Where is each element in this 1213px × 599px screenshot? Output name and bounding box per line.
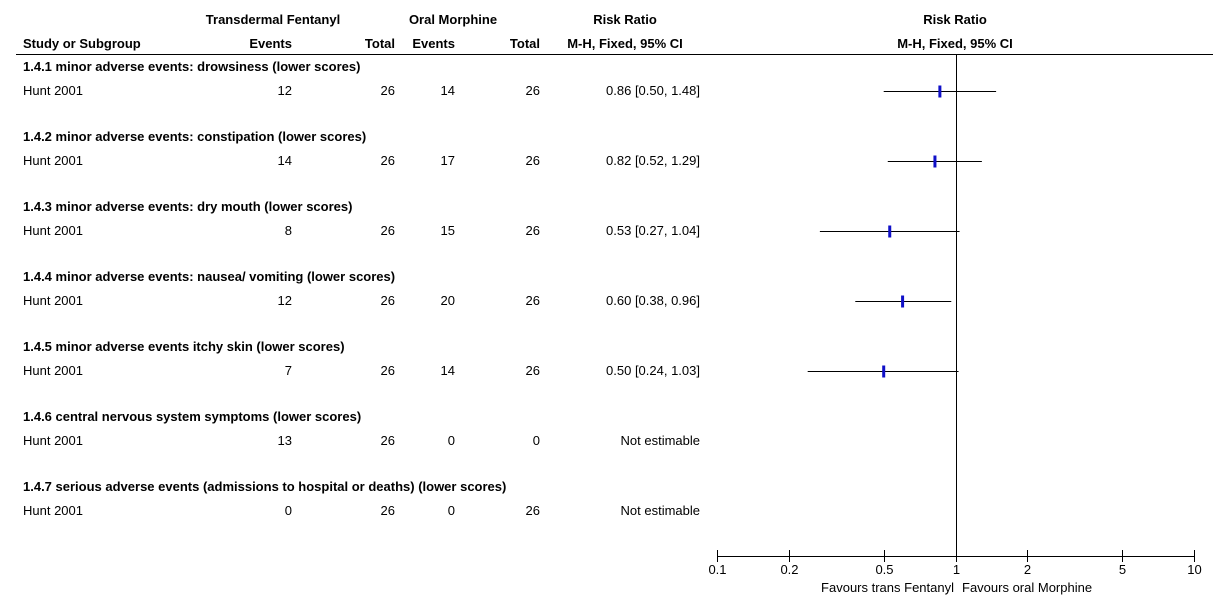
events1-value: 13 <box>277 433 292 448</box>
subgroup-title: 1.4.7 serious adverse events (admissions… <box>23 479 507 494</box>
plot-title: Risk Ratio <box>923 12 987 27</box>
x-tick-label: 2 <box>1024 562 1031 577</box>
ci-value: 0.82 [0.52, 1.29] <box>606 153 700 168</box>
ci-value: 0.50 [0.24, 1.03] <box>606 363 700 378</box>
study-name: Hunt 2001 <box>23 83 83 98</box>
study-name: Hunt 2001 <box>23 153 83 168</box>
events2-value: 14 <box>440 83 455 98</box>
group2-header: Oral Morphine <box>408 12 498 27</box>
x-tick-label: 0.2 <box>780 562 798 577</box>
events2-value: 14 <box>440 363 455 378</box>
subgroup-title: 1.4.5 minor adverse events itchy skin (l… <box>23 339 345 354</box>
total2-value: 26 <box>525 293 540 308</box>
total2-value: 26 <box>525 223 540 238</box>
total2-value: 26 <box>525 503 540 518</box>
ci-value: 0.53 [0.27, 1.04] <box>606 223 700 238</box>
total2-value: 26 <box>525 153 540 168</box>
events1-value: 8 <box>284 223 292 238</box>
total1-value: 26 <box>380 153 395 168</box>
point-estimate <box>901 295 905 308</box>
study-name: Hunt 2001 <box>23 363 83 378</box>
subgroup-title: 1.4.1 minor adverse events: drowsiness (… <box>23 59 361 74</box>
ci-value: 0.86 [0.50, 1.48] <box>606 83 700 98</box>
events2-value: 15 <box>440 223 455 238</box>
events1-header: Events <box>249 36 292 51</box>
total1-value: 26 <box>380 433 395 448</box>
subgroup-title: 1.4.3 minor adverse events: dry mouth (l… <box>23 199 353 214</box>
point-estimate <box>888 225 892 238</box>
events2-value: 0 <box>447 503 455 518</box>
x-tick-label: 10 <box>1187 562 1201 577</box>
total1-value: 26 <box>380 293 395 308</box>
effect-header: Risk Ratio <box>593 12 657 27</box>
x-tick-label: 1 <box>953 562 960 577</box>
point-estimate <box>938 85 942 98</box>
ci-value: Not estimable <box>620 503 700 518</box>
subgroup-title: 1.4.2 minor adverse events: constipation… <box>23 129 367 144</box>
x-tick-label: 0.1 <box>708 562 726 577</box>
point-estimate <box>882 365 886 378</box>
plot-method-header: M-H, Fixed, 95% CI <box>897 36 1013 51</box>
total2-value: 26 <box>525 363 540 378</box>
events1-value: 14 <box>277 153 292 168</box>
favours-right-label: Favours oral Morphine <box>962 580 1093 595</box>
events2-header: Events <box>412 36 455 51</box>
total1-value: 26 <box>380 363 395 378</box>
ci-value: 0.60 [0.38, 0.96] <box>606 293 700 308</box>
subgroup-title: 1.4.4 minor adverse events: nausea/ vomi… <box>23 269 396 284</box>
favours-left-label: Favours trans Fentanyl <box>821 580 954 595</box>
total2-value: 26 <box>525 83 540 98</box>
total1-header: Total <box>364 36 395 51</box>
study-name: Hunt 2001 <box>23 433 83 448</box>
study-name: Hunt 2001 <box>23 503 83 518</box>
study-name: Hunt 2001 <box>23 223 83 238</box>
events2-value: 20 <box>440 293 455 308</box>
events2-value: 17 <box>440 153 455 168</box>
subgroup-title: 1.4.6 central nervous system symptoms (l… <box>23 409 362 424</box>
point-estimate <box>933 155 937 168</box>
total1-value: 26 <box>380 83 395 98</box>
total2-value: 0 <box>532 433 540 448</box>
total1-value: 26 <box>380 223 395 238</box>
study-name: Hunt 2001 <box>23 293 83 308</box>
method-header: M-H, Fixed, 95% CI <box>567 36 683 51</box>
total1-value: 26 <box>380 503 395 518</box>
x-tick-label: 0.5 <box>875 562 893 577</box>
events1-value: 12 <box>277 83 292 98</box>
x-tick-label: 5 <box>1119 562 1126 577</box>
events1-value: 7 <box>284 363 292 378</box>
ci-value: Not estimable <box>620 433 700 448</box>
group1-header: Transdermal Fentanyl <box>205 12 341 27</box>
study-column-header: Study or Subgroup <box>23 36 141 51</box>
events1-value: 0 <box>284 503 292 518</box>
total2-header: Total <box>509 36 540 51</box>
events2-value: 0 <box>447 433 455 448</box>
events1-value: 12 <box>277 293 292 308</box>
